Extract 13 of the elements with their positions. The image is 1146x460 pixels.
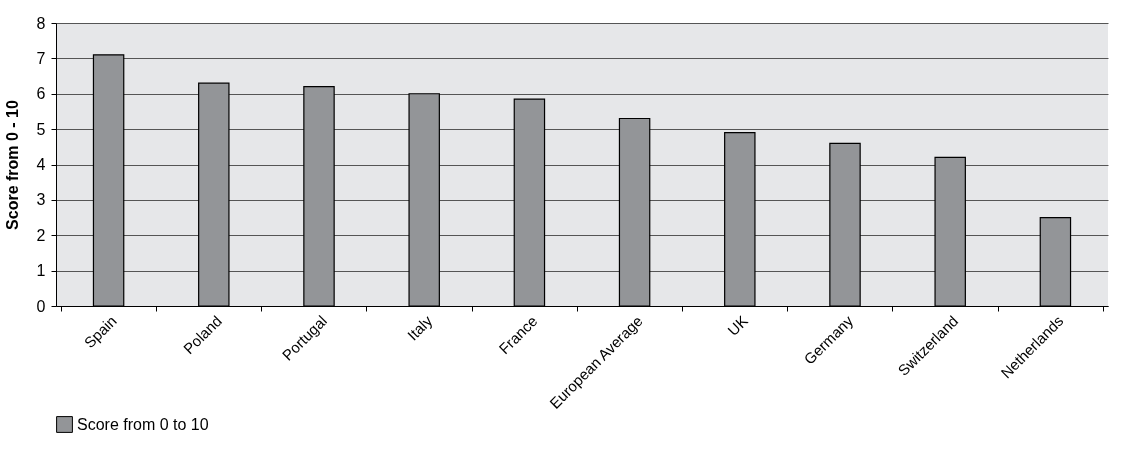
y-tick-label: 6	[36, 85, 46, 103]
y-tick-label: 0	[36, 297, 46, 315]
x-tick-label: Italy	[403, 311, 436, 344]
y-tick-label: 8	[36, 14, 46, 32]
x-tick-label: UK	[724, 312, 751, 339]
y-tick-label: 4	[36, 156, 46, 173]
y-tick-label: 5	[36, 120, 46, 138]
y-axis-title: Score from 0 - 10	[3, 99, 21, 230]
y-tick-label: 7	[36, 49, 46, 67]
y-tick-label: 2	[36, 226, 46, 244]
legend-label: Score from 0 to 10	[77, 415, 209, 433]
y-tick-label: 1	[36, 262, 46, 280]
y-tick-label: 3	[36, 191, 46, 209]
